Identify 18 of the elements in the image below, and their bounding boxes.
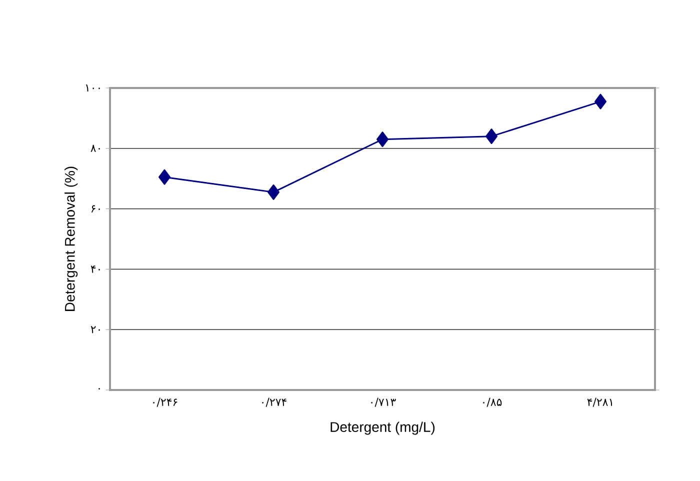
y-tick-label: ۴۰ <box>90 266 100 273</box>
y-axis-title: Detergent Removal (%) <box>64 166 78 311</box>
point <box>158 169 171 185</box>
x-tick-label: ۰/۸۵ <box>483 398 502 407</box>
x-tick-label: ۴/۲۸۱ <box>587 398 612 407</box>
y-tick-label: ۸۰ <box>90 144 100 152</box>
point <box>486 128 498 144</box>
point <box>268 184 280 200</box>
y-tick-label: ۲۰ <box>90 326 100 334</box>
point <box>594 94 607 110</box>
x-tick-label: ۰/۲۴۶ <box>153 398 178 407</box>
point <box>376 132 389 148</box>
x-axis-title: Detergent (mg/L) <box>330 422 435 435</box>
x-tick-label: ۰/۲۷۴ <box>262 398 286 407</box>
y-tick-label: ۱۰۰ <box>86 84 100 92</box>
y-tick-label: ۰ <box>98 388 100 390</box>
y-tick-label: ۶۰ <box>91 205 100 212</box>
x-tick-label: ۰/۷۱۳ <box>371 398 396 407</box>
